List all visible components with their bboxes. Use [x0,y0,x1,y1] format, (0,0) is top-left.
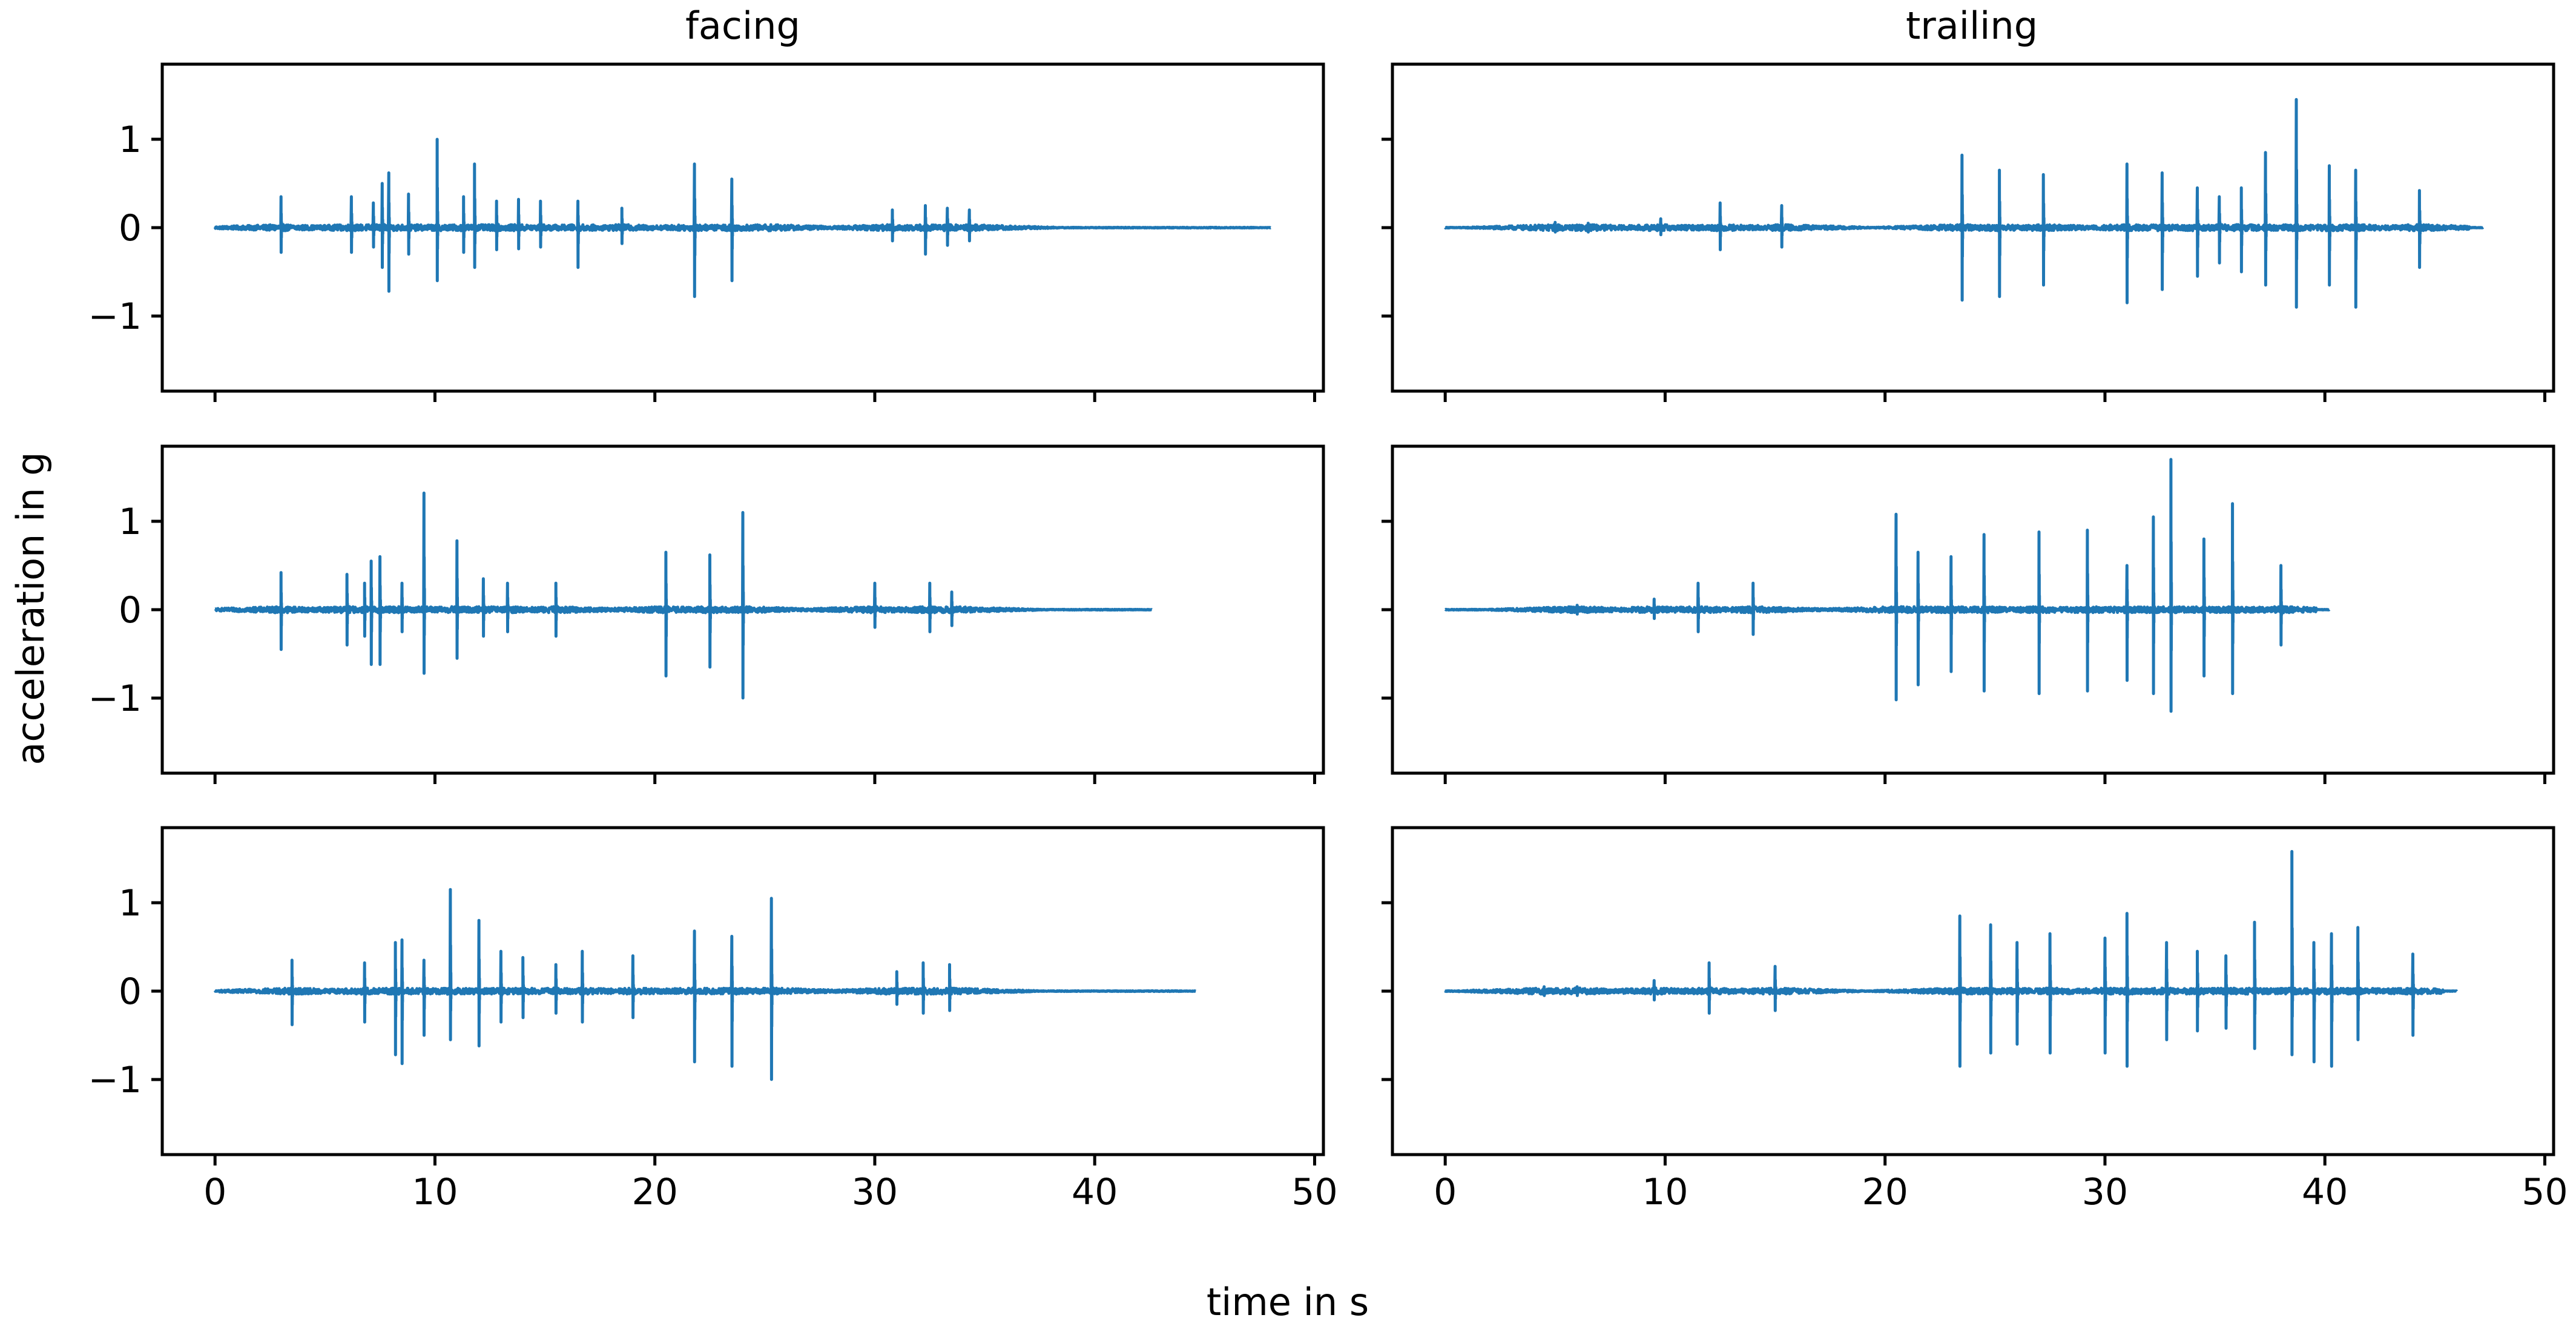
x-tick-label-facing-3-0: 0 [203,1171,226,1213]
panel-facing-1: −1 0 1 [88,62,1325,402]
x-tick-label-trailing-3-4: 40 [2302,1171,2348,1213]
x-tick-label-trailing-3-1: 10 [1642,1171,1688,1213]
y-tick-label-facing-2-1: 0 [119,589,142,631]
series-line-facing-1 [213,137,1272,298]
x-tick-label-trailing-3-0: 0 [1434,1171,1457,1213]
x-tick-label-facing-3-3: 30 [852,1171,898,1213]
series-line-trailing-1 [1444,97,2485,309]
series-line-trailing-2 [1444,458,2331,713]
series-line-facing-3 [213,888,1197,1081]
panel-trailing-2 [1382,444,2555,784]
x-tick-label-trailing-3-5: 50 [2522,1171,2568,1213]
y-tick-label-facing-3-1: 0 [119,971,142,1013]
x-tick-label-facing-3-2: 20 [632,1171,678,1213]
y-tick-label-facing-3-2: 1 [119,882,142,925]
y-tick-label-facing-1-0: −1 [88,295,142,338]
y-tick-label-facing-3-0: −1 [88,1059,142,1101]
x-axis-label: time in s [1207,1280,1369,1324]
x-tick-label-trailing-3-3: 30 [2082,1171,2128,1213]
x-tick-label-facing-3-1: 10 [412,1171,458,1213]
panel-trailing-1 [1382,62,2555,402]
y-tick-label-facing-1-2: 1 [119,119,142,161]
x-tick-label-facing-3-5: 50 [1291,1171,1337,1213]
column-title-trailing: trailing [1906,4,2038,48]
y-tick-label-facing-2-2: 1 [119,501,142,543]
x-tick-label-facing-3-4: 40 [1072,1171,1118,1213]
series-line-trailing-3 [1444,849,2459,1068]
series-line-facing-2 [214,491,1153,700]
column-title-facing: facing [685,4,800,48]
y-tick-label-facing-1-1: 0 [119,207,142,249]
y-axis-label: acceleration in g [8,452,53,765]
x-tick-label-trailing-3-2: 20 [1862,1171,1908,1213]
y-tick-label-facing-2-0: −1 [88,678,142,720]
panel-trailing-3: 0 10 20 30 40 50 [1382,826,2568,1213]
panel-facing-2: −1 0 1 [88,444,1325,784]
